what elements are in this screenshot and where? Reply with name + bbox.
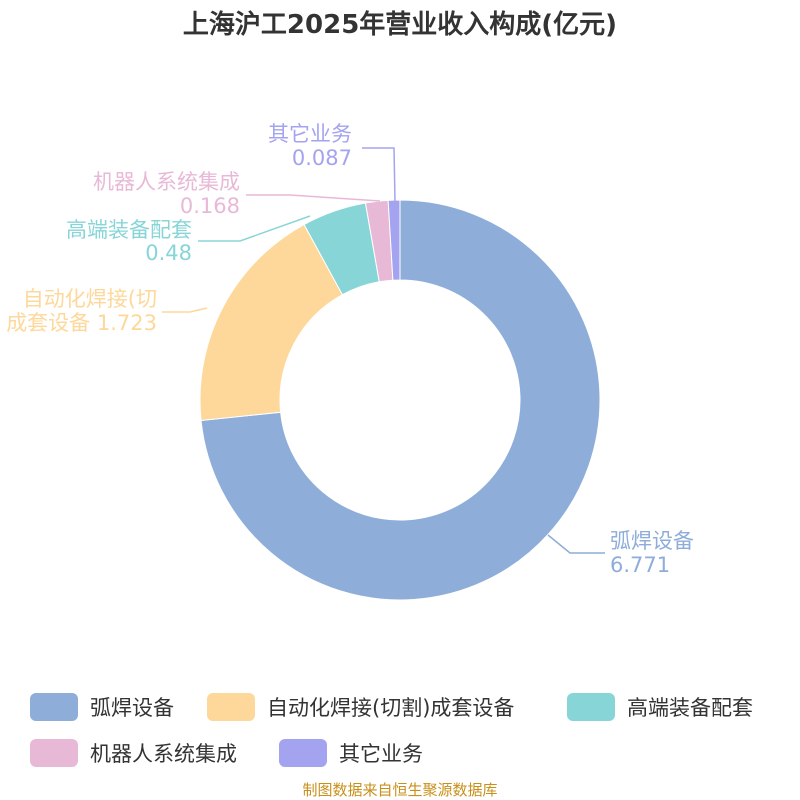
legend-swatch: [279, 739, 327, 767]
legend-item-4[interactable]: 其它业务: [279, 738, 423, 768]
donut-slice-0[interactable]: [200, 199, 601, 601]
chart-title: 上海沪工2025年营业收入构成(亿元): [182, 10, 618, 40]
label-name-2: 高端装备配套: [66, 218, 192, 242]
callout-line-1: [162, 307, 208, 313]
label-name-4: 其它业务: [268, 122, 352, 146]
callout-line-0: [547, 534, 605, 554]
legend-label: 其它业务: [339, 742, 423, 766]
label-value-1: 1.723: [97, 311, 157, 335]
source-note: 制图数据来自恒生聚源数据库: [302, 781, 498, 799]
label-value-3: 0.168: [180, 194, 240, 218]
label-value-2: 0.48: [145, 241, 192, 265]
legend-swatch: [567, 693, 615, 721]
label-name-0: 弧焊设备: [610, 529, 694, 553]
label-value-0: 6.771: [610, 553, 670, 577]
label-name-3: 机器人系统集成: [93, 170, 240, 194]
label-name-1-line2: 成套设备: [6, 311, 90, 335]
legend-label: 弧焊设备: [90, 696, 174, 720]
callout-line-3: [246, 194, 381, 202]
legend-swatch: [30, 693, 78, 721]
callout-line-4: [362, 147, 396, 202]
label-name-1: 自动化焊接(切: [23, 287, 157, 311]
legend-item-2[interactable]: 高端装备配套: [567, 692, 753, 722]
legend-item-0[interactable]: 弧焊设备: [30, 692, 174, 722]
label-value-4: 0.087: [292, 146, 352, 170]
legend-label: 高端装备配套: [627, 696, 753, 720]
donut-slice-4[interactable]: [387, 199, 401, 281]
callout-line-2: [198, 215, 311, 242]
label-value-1-line: 成套设备 1.723: [6, 311, 157, 335]
legend-label: 机器人系统集成: [90, 742, 237, 766]
legend-item-1[interactable]: 自动化焊接(切割)成套设备: [207, 692, 514, 722]
legend-label: 自动化焊接(切割)成套设备: [267, 696, 515, 720]
legend-swatch: [207, 693, 255, 721]
legend-swatch: [30, 739, 78, 767]
legend-item-3[interactable]: 机器人系统集成: [30, 738, 237, 768]
